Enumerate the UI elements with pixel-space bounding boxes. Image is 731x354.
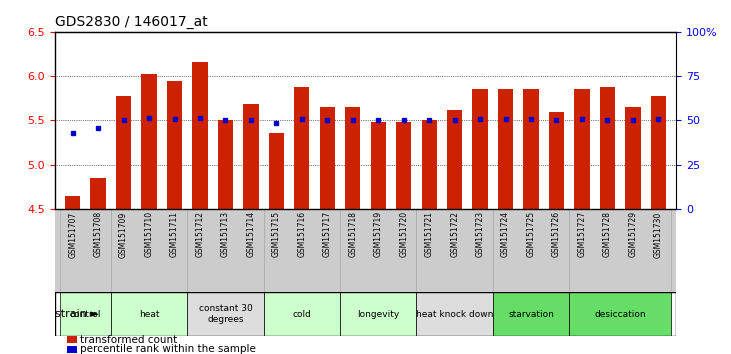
Bar (396, 122, 412, 209)
Text: GSM151721: GSM151721 (425, 211, 433, 257)
Bar (651, 96, 666, 209)
Text: GSM151719: GSM151719 (374, 211, 383, 257)
Bar (264, 209, 340, 292)
Bar (599, 87, 615, 209)
Bar (67, 336, 77, 343)
Text: longevity: longevity (357, 310, 399, 319)
Bar (264, 292, 340, 336)
Bar (60, 292, 111, 336)
Bar (294, 87, 309, 209)
Bar (243, 104, 259, 209)
Text: GSM151720: GSM151720 (399, 211, 408, 257)
Bar (60, 209, 111, 292)
Bar (116, 96, 132, 209)
Text: GSM151708: GSM151708 (94, 211, 102, 257)
Bar (371, 122, 386, 209)
Text: transformed count: transformed count (80, 335, 177, 344)
Text: GSM151711: GSM151711 (170, 211, 179, 257)
Text: GSM151723: GSM151723 (476, 211, 485, 257)
Bar (218, 120, 233, 209)
Text: GSM151713: GSM151713 (221, 211, 230, 257)
Bar (187, 209, 264, 292)
Text: cold: cold (292, 310, 311, 319)
Bar (417, 292, 493, 336)
Bar (187, 292, 264, 336)
Text: GSM151730: GSM151730 (654, 211, 663, 258)
Text: GSM151707: GSM151707 (68, 211, 77, 258)
Bar (55, 209, 676, 292)
Bar (569, 292, 671, 336)
Text: GDS2830 / 146017_at: GDS2830 / 146017_at (55, 16, 208, 29)
Bar (340, 292, 417, 336)
Text: heat knock down: heat knock down (416, 310, 493, 319)
Text: GSM151715: GSM151715 (272, 211, 281, 257)
Bar (447, 110, 462, 209)
Bar (269, 133, 284, 209)
Bar (65, 195, 80, 209)
Text: GSM151727: GSM151727 (577, 211, 586, 257)
Bar (319, 107, 335, 209)
Bar (498, 90, 513, 209)
Text: strain ►: strain ► (55, 309, 99, 319)
Text: GSM151717: GSM151717 (323, 211, 332, 257)
Bar (340, 209, 417, 292)
Bar (523, 90, 539, 209)
Bar (493, 292, 569, 336)
Bar (569, 209, 671, 292)
Bar (472, 90, 488, 209)
Text: GSM151726: GSM151726 (552, 211, 561, 257)
Text: starvation: starvation (508, 310, 554, 319)
Bar (625, 107, 640, 209)
Bar (141, 74, 156, 209)
Bar (111, 209, 187, 292)
Text: GSM151716: GSM151716 (298, 211, 306, 257)
Text: heat: heat (139, 310, 159, 319)
Bar (575, 90, 590, 209)
Text: desiccation: desiccation (594, 310, 646, 319)
Bar (493, 209, 569, 292)
Bar (111, 292, 187, 336)
Bar (167, 80, 182, 209)
Text: GSM151714: GSM151714 (246, 211, 255, 257)
Text: GSM151725: GSM151725 (526, 211, 536, 257)
Text: percentile rank within the sample: percentile rank within the sample (80, 344, 256, 354)
Bar (91, 178, 106, 209)
Text: GSM151712: GSM151712 (195, 211, 205, 257)
Bar (417, 209, 493, 292)
Text: control: control (69, 310, 101, 319)
Text: GSM151728: GSM151728 (603, 211, 612, 257)
Bar (67, 346, 77, 353)
Bar (345, 107, 360, 209)
Bar (549, 112, 564, 209)
Text: GSM151709: GSM151709 (119, 211, 128, 258)
Text: constant 30
degrees: constant 30 degrees (199, 304, 252, 324)
Text: GSM151724: GSM151724 (501, 211, 510, 257)
Text: GSM151718: GSM151718 (348, 211, 357, 257)
Text: GSM151710: GSM151710 (145, 211, 154, 257)
Text: GSM151722: GSM151722 (450, 211, 459, 257)
Bar (422, 120, 437, 209)
Bar (192, 62, 208, 209)
Text: GSM151729: GSM151729 (629, 211, 637, 257)
